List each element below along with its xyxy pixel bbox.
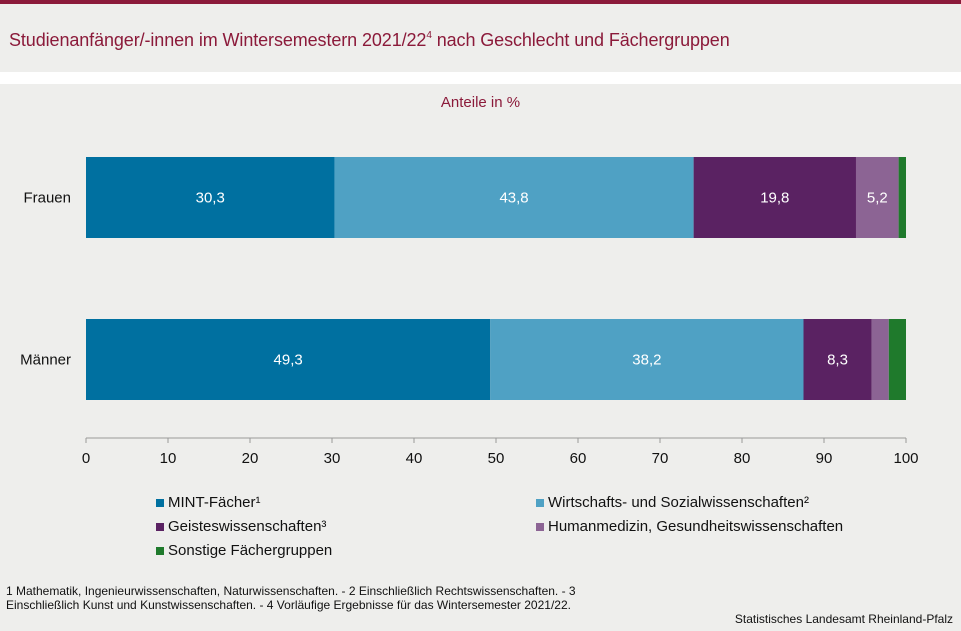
legend-swatch: [156, 522, 164, 531]
legend-label: Sonstige Fächergruppen: [168, 542, 333, 559]
x-tick-label: 80: [734, 450, 751, 467]
legend-label: Geisteswissenschaften³: [168, 518, 327, 535]
legend-item: MINT-Fächer¹: [156, 494, 261, 511]
data-label: 5,2: [867, 190, 888, 207]
bar-segment: [871, 319, 889, 400]
bar-segment: [86, 157, 335, 238]
bar-segment: [888, 319, 906, 400]
legend-item: Geisteswissenschaften³: [156, 518, 326, 535]
x-tick-label: 100: [893, 450, 918, 467]
legend-swatch: [156, 498, 164, 507]
category-label: Frauen: [23, 190, 71, 207]
data-label: 38,2: [632, 352, 661, 369]
legend-swatch: [536, 498, 544, 507]
bar-segment: [693, 157, 856, 238]
data-label: 49,3: [274, 352, 303, 369]
data-label: 30,3: [196, 190, 225, 207]
x-tick-label: 60: [570, 450, 587, 467]
x-tick-label: 50: [488, 450, 505, 467]
top-rule: [0, 0, 961, 4]
x-tick-label: 0: [82, 450, 90, 467]
x-tick-label: 40: [406, 450, 423, 467]
footnote: 1 Mathematik, Ingenieurwissenschaften, N…: [6, 584, 576, 612]
data-label: 8,3: [827, 352, 848, 369]
legend-label: Wirtschafts- und Sozialwissenschaften²: [548, 494, 809, 511]
legend-swatch: [156, 546, 164, 555]
legend: MINT-Fächer¹ Wirtschafts- und Sozialwisse…: [156, 494, 916, 574]
legend-label: Humanmedizin, Gesundheitswissenschaften: [548, 518, 844, 535]
data-label: 19,8: [760, 190, 789, 207]
bar-segment: [855, 157, 899, 238]
x-tick-label: 70: [652, 450, 669, 467]
bar-segment: [803, 319, 872, 400]
bar-segment: [490, 319, 804, 400]
category-label: Männer: [20, 352, 71, 369]
bar-segment: [86, 319, 491, 400]
legend-item: Humanmedizin, Gesundheitswissenschaften: [536, 518, 843, 535]
header: Studienanfänger/-innen im Wintersemester…: [0, 4, 961, 72]
x-tick-label: 30: [324, 450, 341, 467]
data-label: 43,8: [499, 190, 528, 207]
legend-item: Sonstige Fächergruppen: [156, 542, 332, 559]
legend-label: MINT-Fächer¹: [168, 494, 261, 511]
x-tick-label: 90: [816, 450, 833, 467]
x-tick-label: 10: [160, 450, 177, 467]
x-tick-label: 20: [242, 450, 259, 467]
chart-subtitle: Anteile in %: [440, 94, 521, 111]
bar-segment: [334, 157, 694, 238]
chart-title: Studienanfänger/-innen im Wintersemester…: [9, 30, 730, 50]
bar-segment: [898, 157, 906, 238]
legend-swatch: [536, 522, 544, 531]
legend-item: Wirtschafts- und Sozialwissenschaften²: [536, 494, 809, 511]
source-credit: Statistisches Landesamt Rheinland-Pfalz: [734, 612, 953, 626]
